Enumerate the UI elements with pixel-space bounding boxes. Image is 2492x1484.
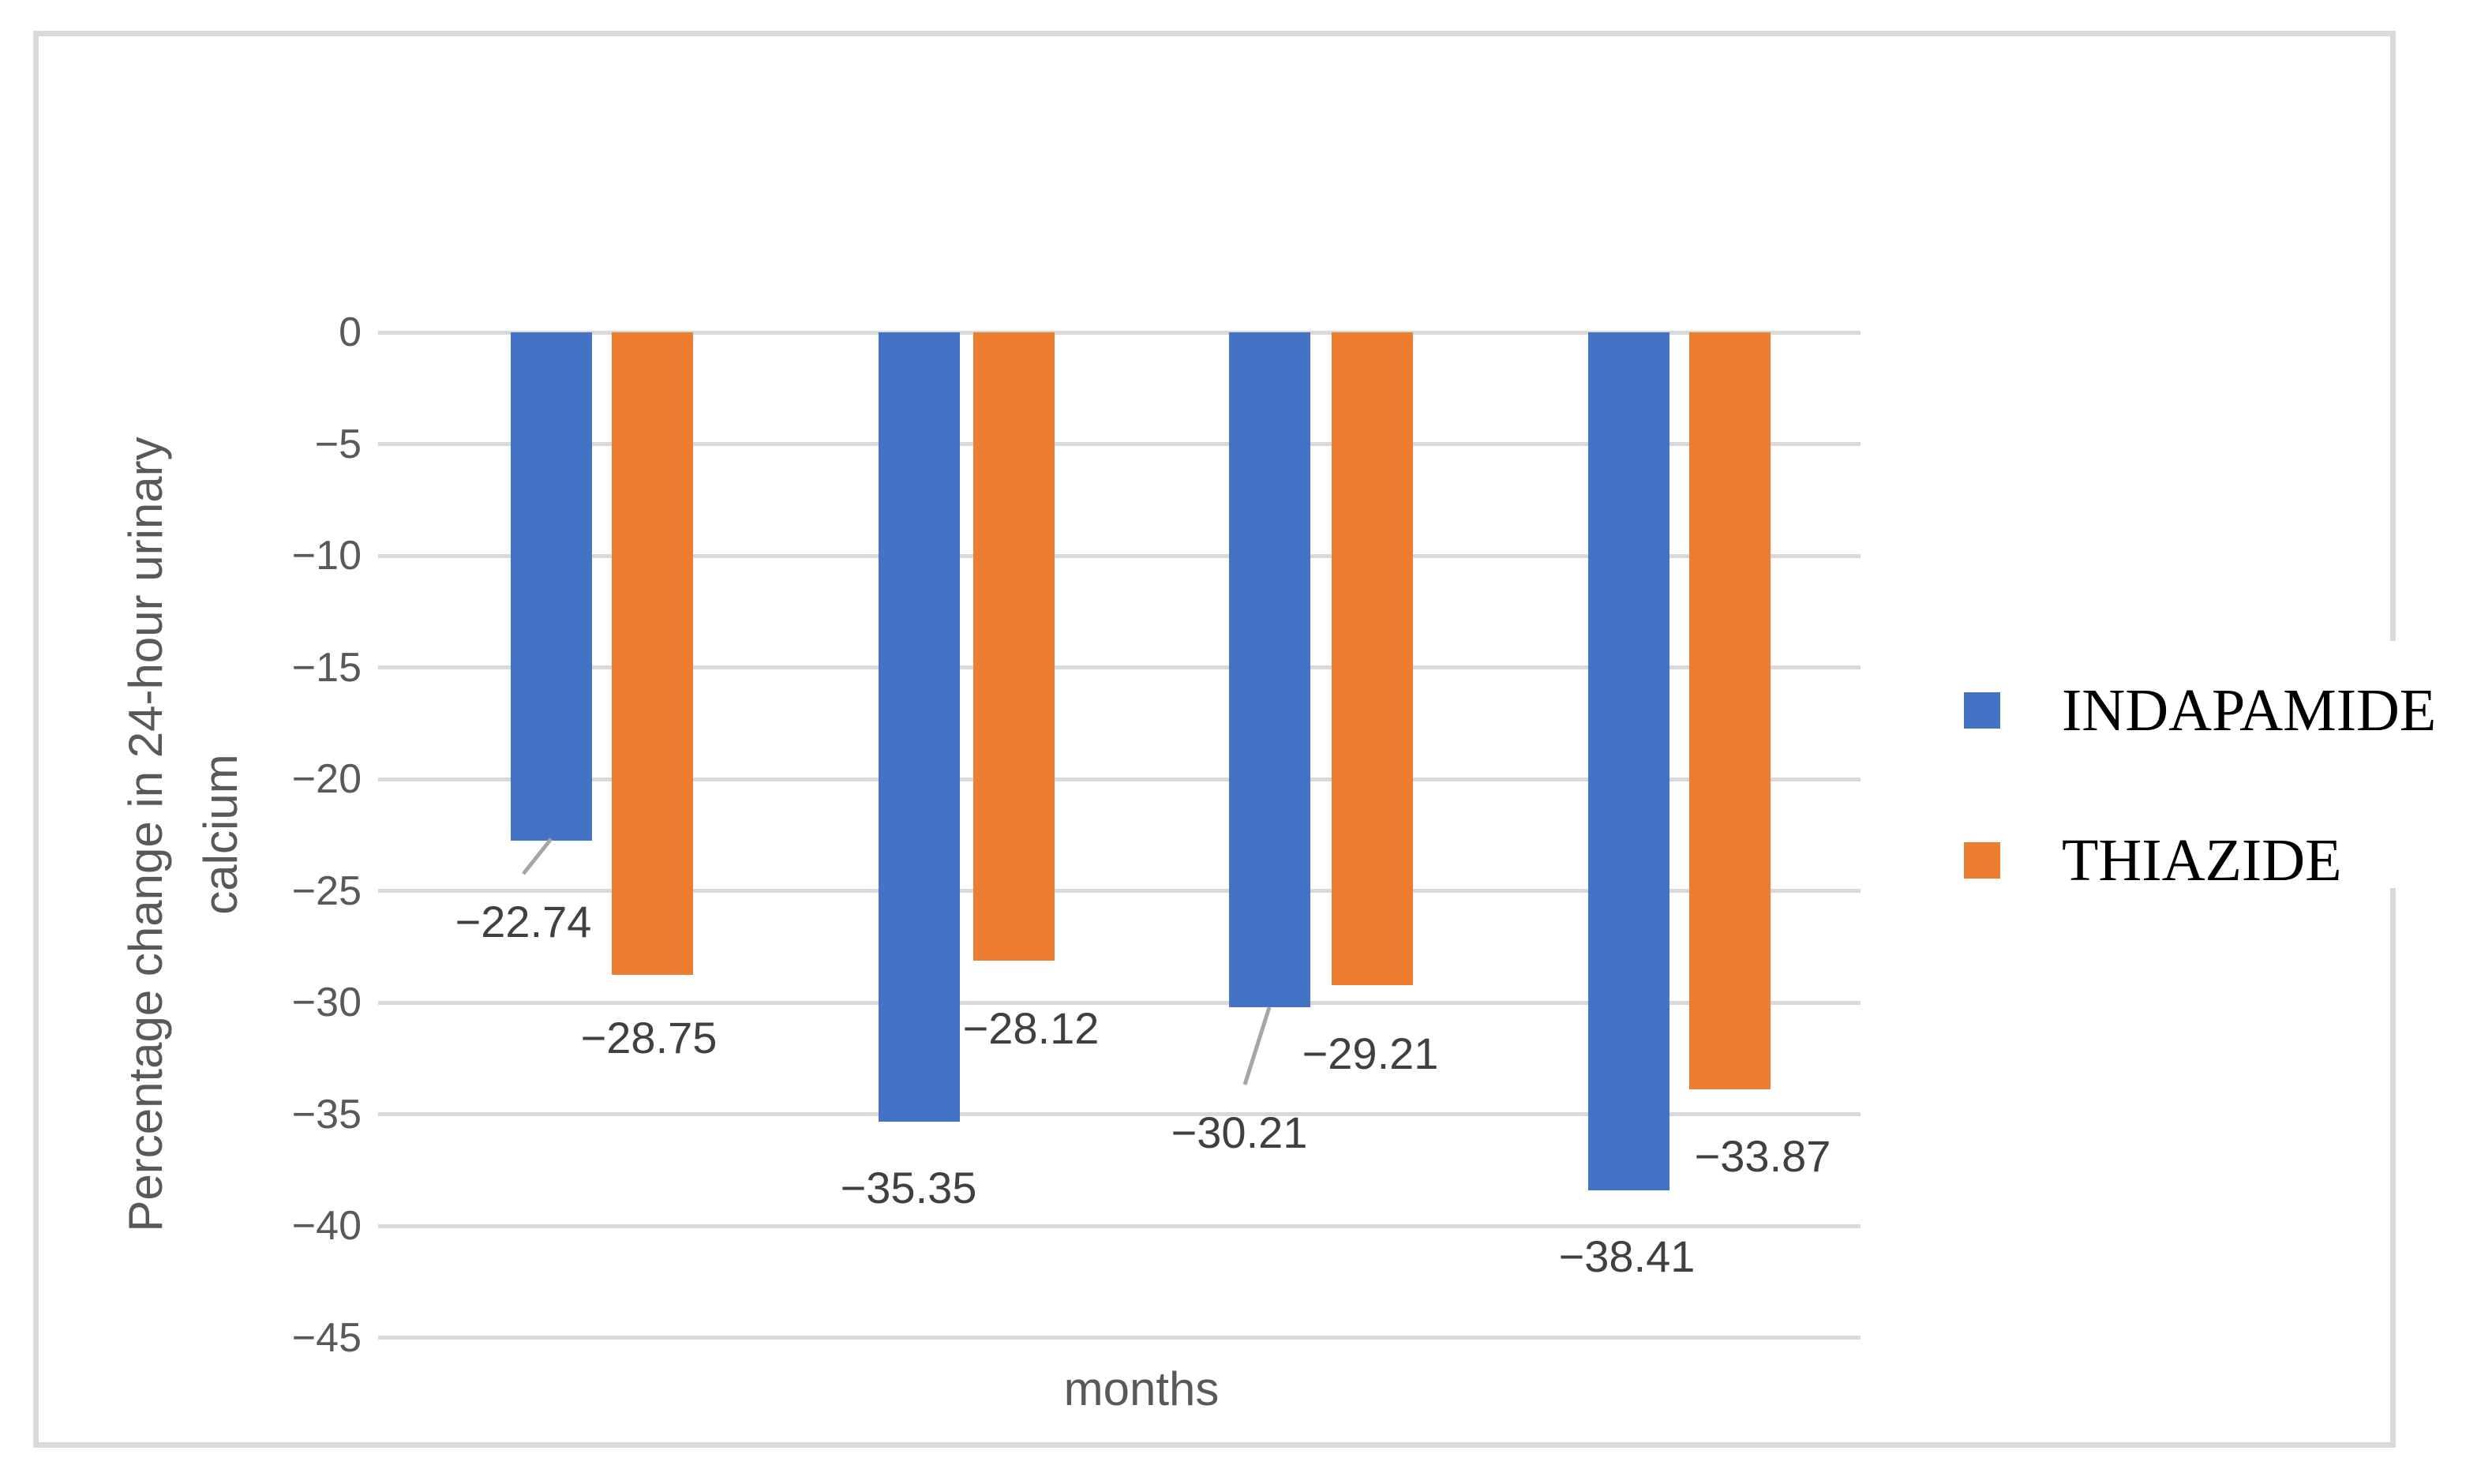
legend-label-indapamide: INDAPAMIDE [2062, 677, 2437, 744]
data-label-indapamide-group2: −35.35 [840, 1163, 977, 1212]
bar-thiazide-group4 [1689, 332, 1771, 1089]
y-axis-title-line2: calcium [194, 754, 247, 915]
bar-indapamide-group3 [1229, 332, 1310, 1007]
gridline-0 [378, 330, 1861, 335]
gridline-−10 [378, 553, 1861, 558]
y-tick-label: −25 [291, 868, 362, 914]
y-tick-label: −40 [291, 1203, 362, 1249]
bar-indapamide-group1 [511, 332, 592, 841]
y-tick-label: −10 [291, 533, 362, 579]
data-label-thiazide-group2: −28.12 [962, 1003, 1100, 1053]
x-axis-title: months [1063, 1362, 1220, 1415]
bar-thiazide-group1 [612, 332, 693, 975]
y-tick-label: 0 [339, 309, 362, 355]
legend-label-thiazide: THIAZIDE [2062, 827, 2342, 894]
gridline-−5 [378, 442, 1861, 446]
gridline-−40 [378, 1224, 1861, 1228]
legend-swatch-thiazide [1964, 842, 2000, 879]
y-tick-label: −5 [314, 421, 362, 467]
gridline-−45 [378, 1336, 1861, 1340]
gridline-−25 [378, 889, 1861, 893]
bar-indapamide-group4 [1588, 332, 1669, 1190]
legend: INDAPAMIDE THIAZIDE [1943, 641, 2486, 894]
gridline-−35 [378, 1112, 1861, 1116]
y-tick-label: −45 [291, 1314, 362, 1361]
gridline-−30 [378, 1000, 1861, 1005]
legend-swatch-indapamide [1964, 692, 2000, 729]
bar-indapamide-group2 [879, 332, 960, 1122]
data-label-thiazide-group3: −29.21 [1302, 1029, 1439, 1078]
data-label-thiazide-group1: −28.75 [580, 1013, 718, 1062]
gridline-−15 [378, 665, 1861, 669]
data-label-thiazide-group4: −33.87 [1694, 1131, 1831, 1181]
data-label-indapamide-group4: −38.41 [1558, 1231, 1696, 1281]
data-label-indapamide-group1: −22.74 [455, 897, 592, 946]
y-axis-title: Percentage change in 24-hour urinary cal… [108, 274, 258, 1395]
y-axis-title-line1: Percentage change in 24-hour urinary [119, 437, 172, 1232]
bar-thiazide-group3 [1332, 332, 1413, 985]
y-tick-label: −20 [291, 756, 362, 802]
data-label-indapamide-group3: −30.21 [1171, 1107, 1308, 1157]
y-tick-label: −15 [291, 644, 362, 691]
gridline-−20 [378, 777, 1861, 781]
bar-thiazide-group2 [973, 332, 1055, 961]
y-tick-label: −35 [291, 1091, 362, 1137]
y-tick-label: −30 [291, 980, 362, 1025]
